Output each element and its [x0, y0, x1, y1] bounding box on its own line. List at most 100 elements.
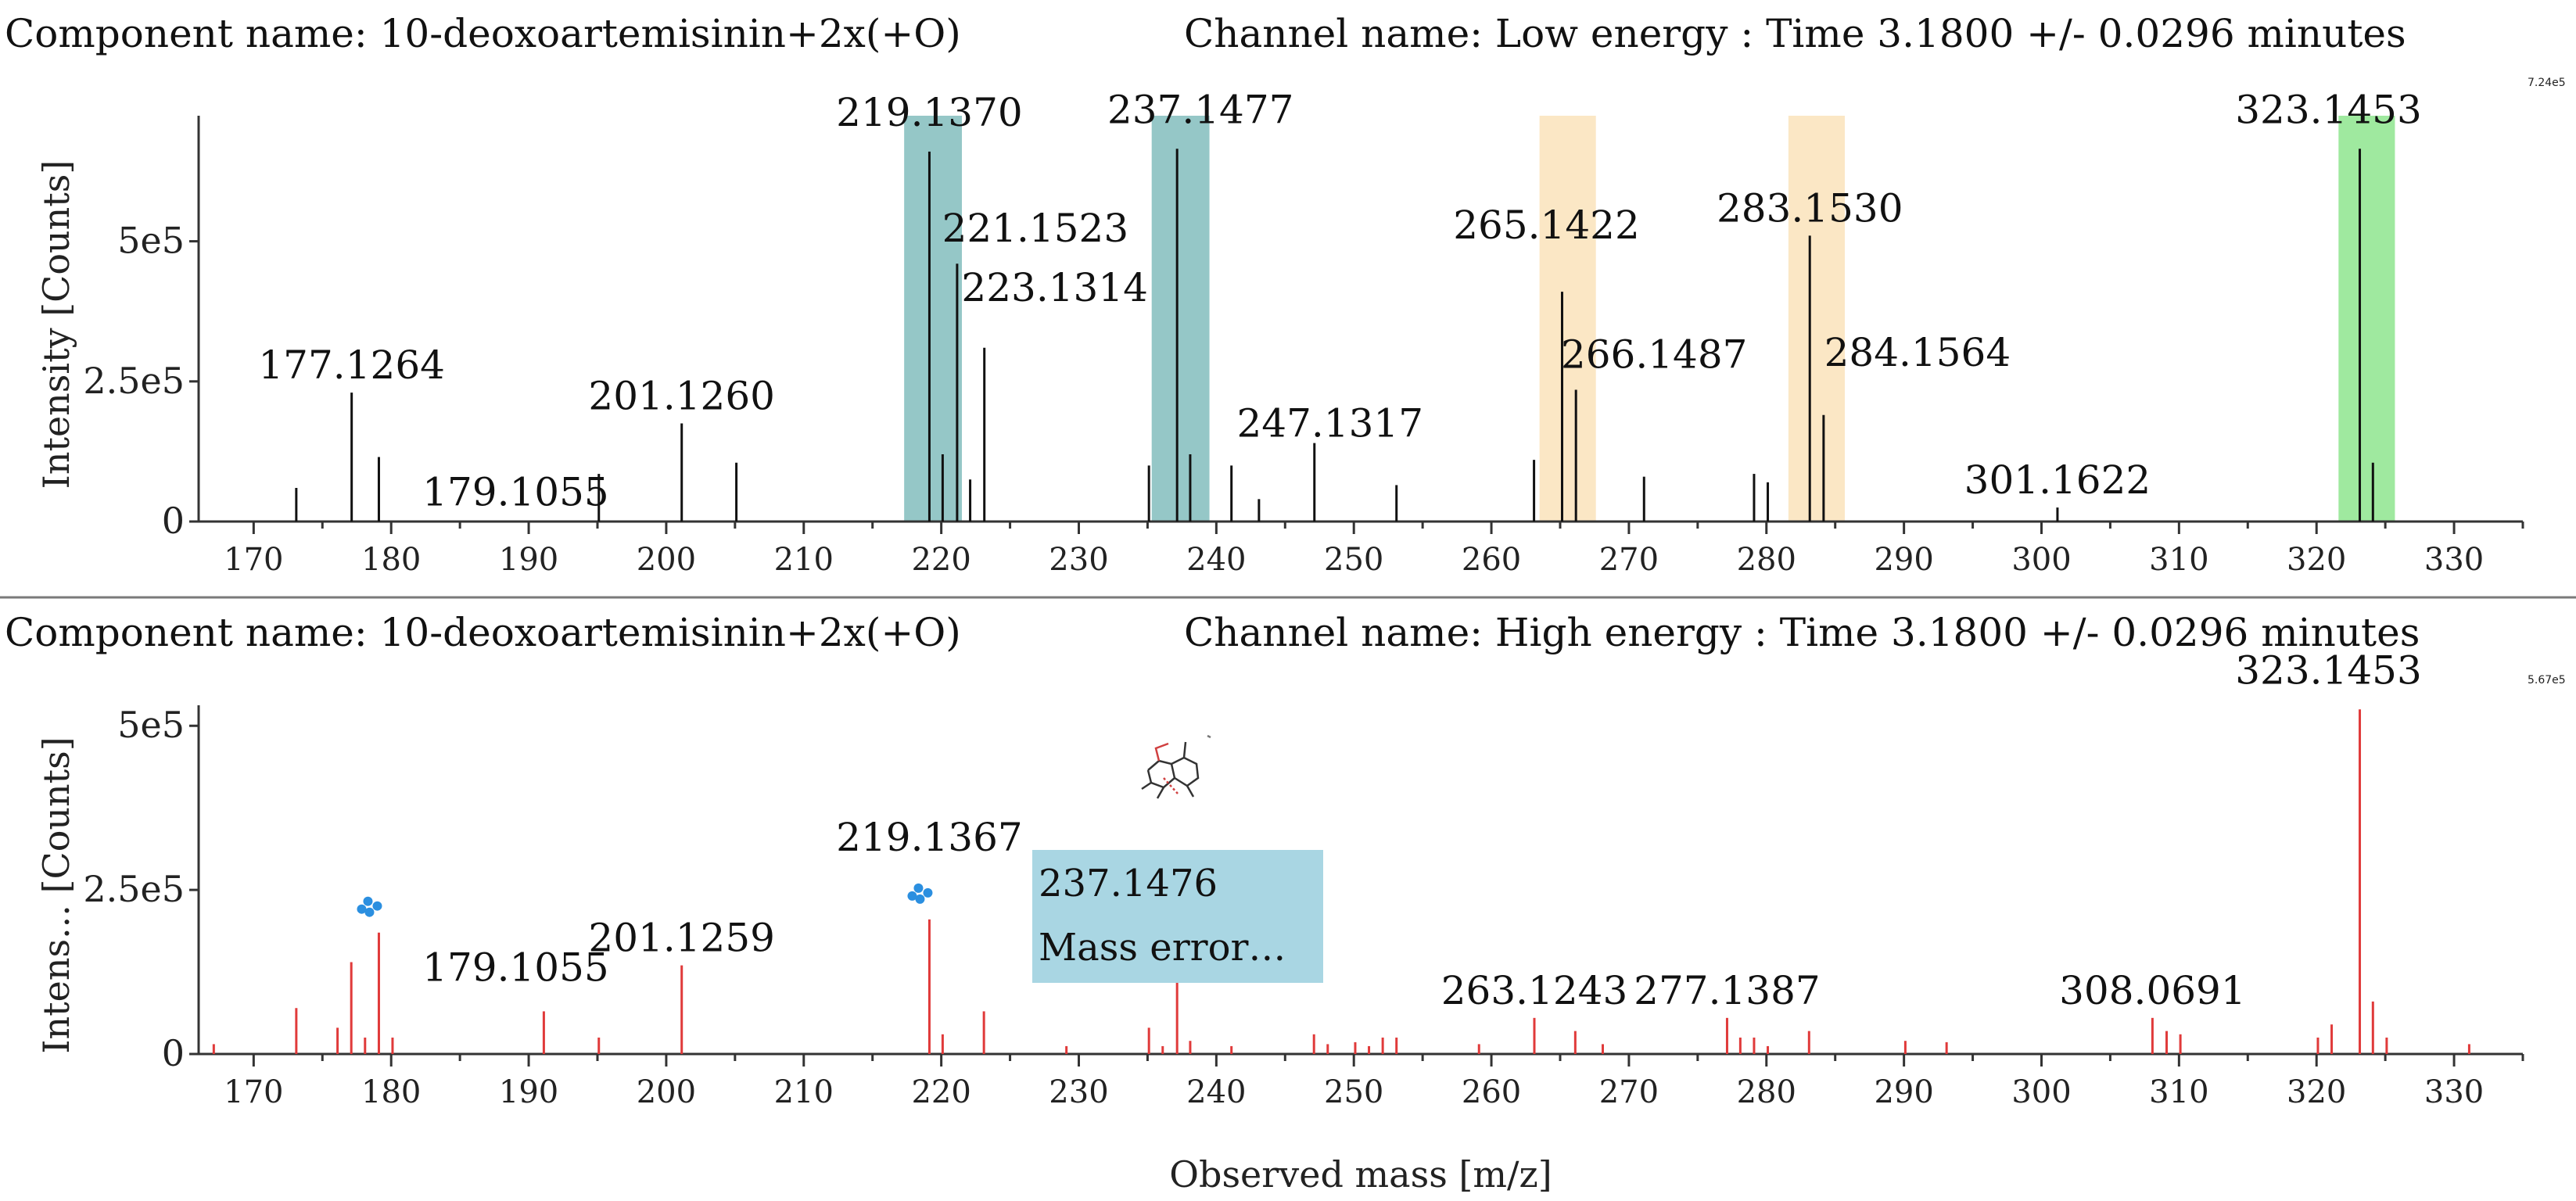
- x-tick-label: 230: [1049, 1074, 1108, 1110]
- tooltip-mass-error: Mass error…: [1039, 926, 1286, 970]
- bottom-component-label: Component name: 10-deoxoartemisinin+2x(+…: [5, 610, 961, 655]
- tooltip-background: [1032, 850, 1323, 983]
- high-energy-panel: Component name: 10-deoxoartemisinin+2x(+…: [5, 610, 2566, 1196]
- peak-label-283.1530: 283.1530: [1717, 185, 1903, 231]
- x-tick-label: 180: [361, 1074, 421, 1110]
- mass-error-tooltip: 237.1476 Mass error…: [1032, 850, 1323, 983]
- x-tick-label: 260: [1462, 1074, 1521, 1110]
- y-tick-label: 2.5e5: [83, 360, 185, 402]
- fragment-icon-dot: [923, 887, 933, 898]
- bottom-x-ticks: 170 180 190 200 210 220 230 240 250 260 270 280 290 3…: [224, 1054, 2524, 1110]
- x-tick-label: 260: [1462, 542, 1521, 578]
- top-y-ticks: 0 2.5e5 5e5: [83, 220, 199, 542]
- x-tick-label: 250: [1324, 542, 1383, 578]
- x-tick-label: 210: [774, 542, 834, 578]
- peak-label-247.1317: 247.1317: [1236, 401, 1423, 446]
- peak-label-323.1453: 323.1453: [2235, 87, 2422, 132]
- peak-label-201.1259: 201.1259: [588, 916, 775, 961]
- x-tick-label: 190: [499, 542, 558, 578]
- y-tick-label: 5e5: [117, 704, 185, 746]
- x-tick-label: 210: [774, 1074, 834, 1110]
- tooltip-mass: 237.1476: [1039, 862, 1218, 905]
- peak-label-201.1260: 201.1260: [588, 374, 775, 419]
- peak-label-237.1477: 237.1477: [1107, 87, 1294, 132]
- peak-label-301.1622: 301.1622: [1964, 457, 2151, 503]
- x-tick-label: 290: [1874, 1074, 1933, 1110]
- peak-label-263.1243: 263.1243: [1441, 968, 1628, 1013]
- top-highlight-bands: [904, 116, 2395, 522]
- peak-label-219.1370: 219.1370: [836, 90, 1023, 135]
- x-tick-label: 290: [1874, 542, 1933, 578]
- x-tick-label: 250: [1324, 1074, 1383, 1110]
- bottom-peaks: [212, 709, 2470, 1054]
- top-x-ticks: 170 180 190 200 210 220 230 240 250 260 270 280 290 3…: [224, 522, 2524, 578]
- x-tick-label: 200: [637, 542, 696, 578]
- top-peak-labels: 177.1264 179.1055 201.1260 219.1370 221.1523…: [258, 87, 2421, 514]
- peak-label-277.1387: 277.1387: [1634, 968, 1821, 1013]
- peak-label-266.1487: 266.1487: [1561, 332, 1748, 378]
- highlight-band-orange: [1539, 116, 1596, 522]
- x-tick-label: 310: [2149, 1074, 2208, 1110]
- peak-label-179.1055: 179.1055: [422, 945, 609, 991]
- top-y-axis-title: Intensity [Counts]: [35, 160, 77, 489]
- top-scale-label: 7.24e5: [2528, 77, 2566, 89]
- x-tick-label: 320: [2287, 1074, 2346, 1110]
- x-tick-label: 320: [2287, 542, 2346, 578]
- x-tick-label: 300: [2011, 542, 2071, 578]
- top-component-label: Component name: 10-deoxoartemisinin+2x(+…: [5, 11, 961, 56]
- x-tick-label: 180: [361, 542, 421, 578]
- top-peaks: [295, 149, 2374, 522]
- x-tick-label: 330: [2424, 542, 2484, 578]
- x-tick-label: 220: [911, 542, 970, 578]
- peak-label-284.1564: 284.1564: [1824, 330, 2011, 375]
- y-tick-label: 0: [162, 500, 185, 542]
- fragment-icon-dot: [907, 891, 917, 901]
- x-tick-label: 190: [499, 1074, 558, 1110]
- y-tick-label: 2.5e5: [83, 868, 185, 910]
- fragment-icon-dot: [363, 896, 373, 906]
- x-tick-label: 240: [1186, 542, 1246, 578]
- fragment-icon-dot: [364, 907, 375, 917]
- bottom-y-axis-title: Intens... [Counts]: [35, 737, 77, 1053]
- x-tick-label: 330: [2424, 1074, 2484, 1110]
- x-tick-label: 300: [2011, 1074, 2071, 1110]
- x-tick-label: 170: [224, 542, 283, 578]
- x-tick-label: 270: [1599, 542, 1659, 578]
- x-tick-label: 230: [1049, 542, 1108, 578]
- peak-label-265.1422: 265.1422: [1453, 203, 1640, 248]
- peak-label-221.1523: 221.1523: [942, 206, 1129, 251]
- y-tick-label: 5e5: [117, 220, 185, 262]
- highlight-band-teal: [1151, 116, 1210, 522]
- peak-label-323.1453: 323.1453: [2235, 647, 2422, 693]
- peak-label-179.1055: 179.1055: [422, 470, 609, 515]
- x-tick-label: 200: [637, 1074, 696, 1110]
- x-axis-title: Observed mass [m/z]: [1169, 1153, 1552, 1196]
- highlight-band-teal: [904, 116, 963, 522]
- low-energy-panel: Component name: 10-deoxoartemisinin+2x(+…: [5, 11, 2566, 578]
- peak-label-308.0691: 308.0691: [2059, 968, 2246, 1013]
- fragment-icon-dot: [913, 883, 924, 893]
- fragment-icon-dot: [357, 904, 367, 914]
- x-tick-label: 270: [1599, 1074, 1659, 1110]
- highlight-band-orange: [1788, 116, 1846, 522]
- x-tick-label: 220: [911, 1074, 970, 1110]
- x-tick-label: 170: [224, 1074, 283, 1110]
- bottom-scale-label: 5.67e5: [2528, 674, 2566, 687]
- peak-label-219.1367: 219.1367: [836, 815, 1023, 860]
- fragment-icon-dot: [915, 894, 925, 904]
- fragment-icon: [357, 896, 382, 917]
- bottom-y-ticks: 0 2.5e5 5e5: [83, 704, 199, 1074]
- peak-label-223.1314: 223.1314: [961, 265, 1148, 310]
- molecule-structure-icon: [1141, 734, 1211, 799]
- peak-label-177.1264: 177.1264: [258, 342, 445, 388]
- bottom-fragment-icons: [357, 883, 933, 917]
- bottom-channel-label: Channel name: High energy : Time 3.1800 …: [1184, 610, 2420, 655]
- x-tick-label: 280: [1737, 1074, 1796, 1110]
- fragment-icon-dot: [372, 901, 382, 911]
- x-tick-label: 240: [1186, 1074, 1246, 1110]
- top-channel-label: Channel name: Low energy : Time 3.1800 +…: [1184, 11, 2406, 56]
- highlight-band-green: [2338, 116, 2395, 522]
- fragment-icon: [907, 883, 933, 904]
- x-tick-label: 310: [2149, 542, 2208, 578]
